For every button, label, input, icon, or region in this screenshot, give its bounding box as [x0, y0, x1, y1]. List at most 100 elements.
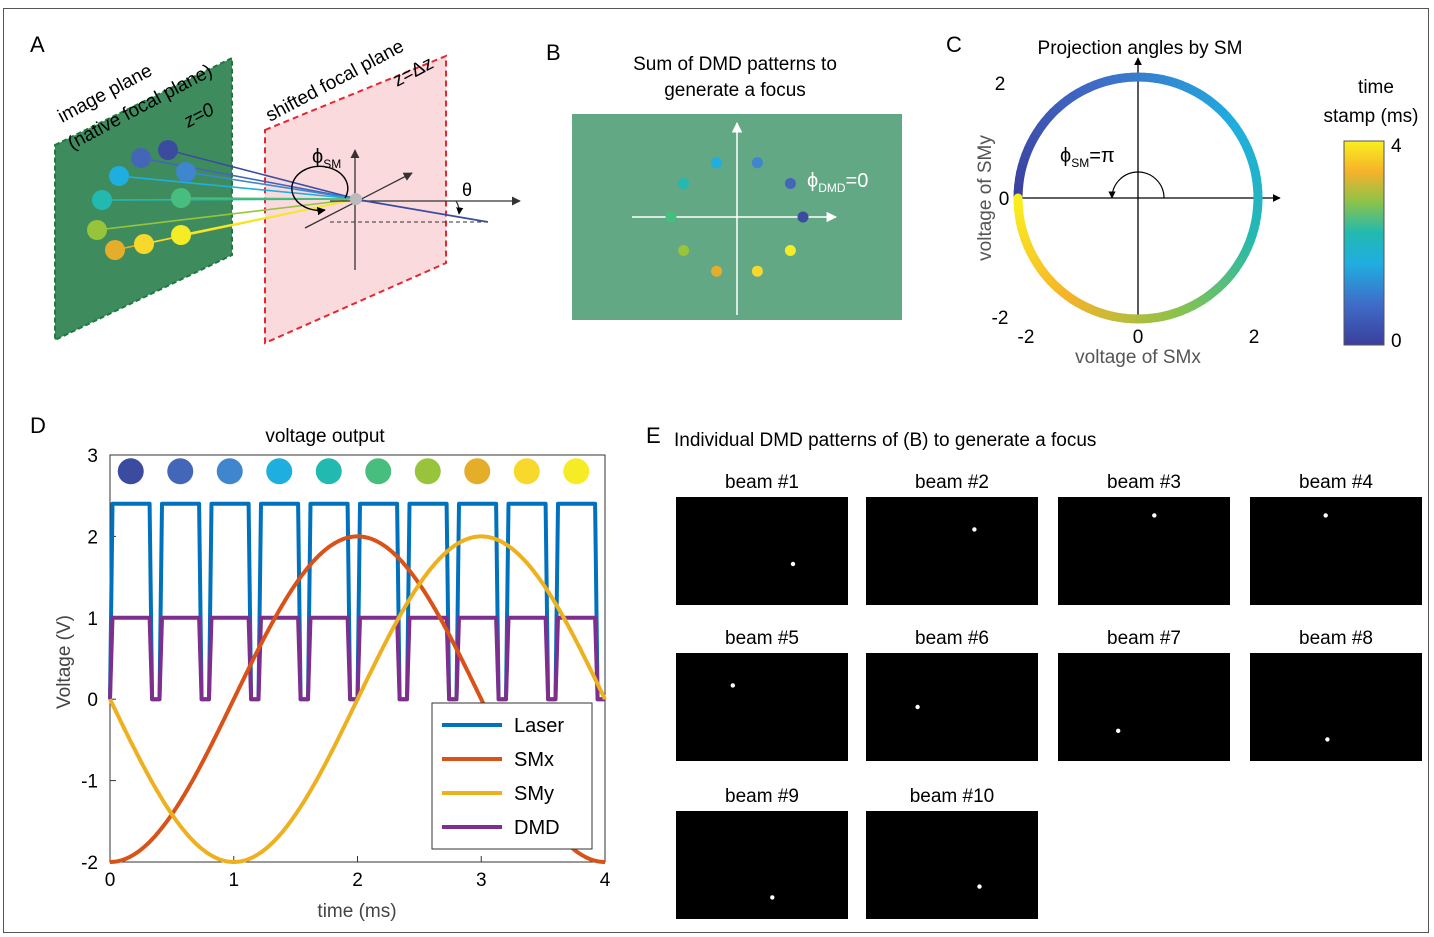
c-ylabel: voltage of SMy [975, 135, 996, 261]
d-ytick-label: 2 [87, 527, 98, 548]
b-beam-dot [751, 265, 763, 277]
c-ytick-2: 2 [995, 74, 1006, 95]
beam-spot [915, 704, 920, 710]
colorbar-title-1: time [1358, 77, 1394, 98]
b-beam-dot [678, 245, 690, 256]
a-beam-ray-out [359, 199, 489, 223]
beam-ray [180, 197, 358, 200]
c-xtick-0: 0 [1133, 327, 1144, 348]
beam-dots [87, 140, 196, 260]
beam-spot [790, 561, 796, 567]
beam-pattern [866, 497, 1038, 605]
d-ylabel: Voltage (V) [54, 615, 75, 709]
d-ytick-label: -1 [81, 772, 98, 793]
beam-dot [176, 162, 196, 182]
beam-dot [171, 225, 191, 245]
beam-dot [105, 240, 125, 260]
beam-ray [180, 198, 358, 236]
legend-label-smx: SMx [514, 749, 554, 771]
beam-pattern [676, 497, 848, 605]
beam-ray [167, 149, 358, 200]
theta-arc [455, 200, 464, 215]
d-beam-marker [365, 458, 392, 485]
b-beam-dots [665, 157, 809, 277]
beam-label: beam #2 [915, 472, 989, 493]
beam-dot [109, 166, 129, 186]
panel-c-title: Projection angles by SM [1038, 38, 1243, 59]
beam-pattern [866, 653, 1038, 761]
beam-dot [92, 190, 112, 210]
d-xtick-label: 2 [352, 870, 363, 891]
beam-label: beam #1 [725, 472, 799, 493]
beam-label: beam #4 [1299, 472, 1373, 493]
image-plane [54, 56, 233, 342]
beam-spot [972, 527, 977, 532]
legend-label-smy: SMy [514, 783, 554, 805]
d-beam-marker [464, 458, 491, 485]
beam-spot [1325, 737, 1330, 742]
beam-dot [134, 234, 154, 254]
panel-b: B Sum of DMD patterns to generate a focu… [546, 40, 902, 320]
beam-pattern [1058, 653, 1230, 761]
beam-label: beam #8 [1299, 628, 1373, 649]
beam-spot [1323, 513, 1328, 518]
phi-sm-arc [291, 165, 349, 216]
panel-b-title-2: generate a focus [664, 80, 806, 101]
c-ytick-neg2: -2 [992, 308, 1009, 329]
beam-pattern [1250, 497, 1422, 605]
beam-dot [171, 188, 191, 208]
legend-label-dmd: DMD [514, 817, 560, 839]
colorbar-tick-0: 0 [1391, 331, 1402, 352]
d-beam-marker [513, 458, 540, 485]
b-beam-dot [784, 178, 796, 189]
colorbar-title-2: stamp (ms) [1324, 106, 1419, 127]
panel-e-title: Individual DMD patterns of (B) to genera… [674, 430, 1096, 451]
beam-pattern [1058, 497, 1230, 605]
d-beam-marker [117, 458, 144, 485]
beam-label: beam #6 [915, 628, 989, 649]
c-xtick-2: 2 [1249, 327, 1260, 348]
beam-label: beam #3 [1107, 472, 1181, 493]
phi-sm-label: ϕSM [312, 146, 341, 171]
beam-dot [131, 148, 151, 168]
panel-b-title-1: Sum of DMD patterns to [633, 54, 837, 75]
d-ytick-label: 0 [87, 690, 98, 711]
beam-ray [118, 175, 358, 200]
panel-a: A image plane (native focal plane) z=0 s… [30, 32, 521, 345]
beam-spot [1152, 513, 1157, 518]
d-xlabel: time (ms) [317, 901, 396, 922]
panel-b-label: B [546, 40, 561, 65]
panel-d-label: D [30, 413, 46, 438]
panel-c: C Projection angles by SM ϕSM=π -2 0 2 2… [946, 32, 1419, 368]
d-beam-marker [216, 458, 243, 485]
d-title: voltage output [265, 426, 385, 447]
b-beam-dot [784, 245, 796, 256]
series-line-smy [108, 534, 607, 864]
colorbar-tick-4: 4 [1391, 136, 1402, 157]
beam-spot [977, 884, 982, 889]
d-xtick-label: 0 [105, 870, 116, 891]
beam-label: beam #5 [725, 628, 799, 649]
beam-dot [87, 220, 107, 240]
b-beam-dot [678, 178, 690, 189]
c-xtick-neg2: -2 [1018, 327, 1035, 348]
d-xtick-label: 3 [476, 870, 487, 891]
colorbar [1343, 140, 1385, 346]
phi-sm-pi-label: ϕSM=π [1060, 145, 1115, 170]
legend-label-laser: Laser [514, 715, 564, 737]
beam-ray [185, 171, 358, 200]
d-ytick-label: 3 [87, 446, 98, 467]
panel-e: E Individual DMD patterns of (B) to gene… [646, 423, 1422, 919]
beam-spot [1116, 728, 1121, 733]
beam-ray [96, 198, 358, 231]
c-ytick-0: 0 [999, 189, 1010, 210]
panel-c-label: C [946, 32, 962, 57]
focus-point [350, 193, 362, 205]
beam-pattern-grid: beam #1 beam #2 beam #3 beam #4 beam #5 beam … [676, 472, 1422, 919]
beam-rays [96, 149, 358, 251]
d-beam-marker [167, 458, 194, 485]
panel-d: D voltage output 0 1 2 3 4 3 2 1 0 -1 -2 Laser SMx SM… [30, 413, 611, 922]
d-xtick-label: 1 [228, 870, 239, 891]
beam-pattern [866, 811, 1038, 919]
